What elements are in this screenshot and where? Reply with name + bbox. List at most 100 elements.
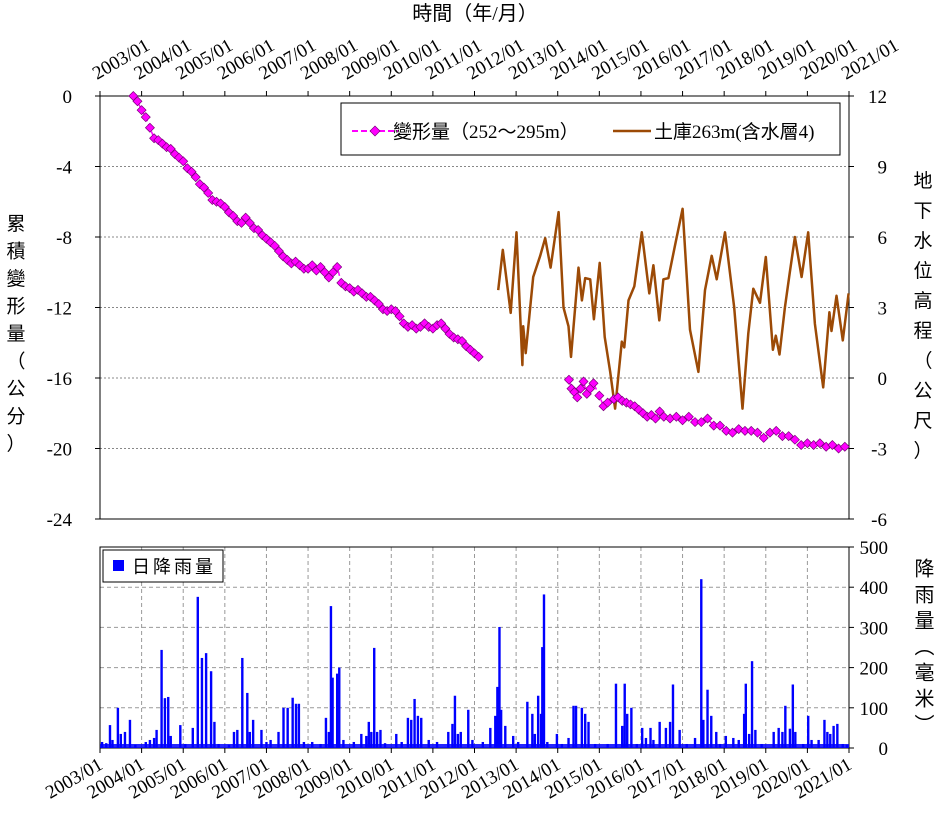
rain-bar [167,696,170,748]
axis-title-char: 分 [6,406,25,428]
deformation-point [629,401,640,412]
rain-bar [715,731,718,748]
deformation-point [650,413,661,424]
axis-title-char: 高 [913,290,932,312]
rain-bar [536,695,540,748]
left-y-tick-label: -20 [47,440,72,461]
rain-bar [496,686,499,748]
rain-bar [260,729,263,748]
vertical-axis-titles: 累積變形量 （ 公分 ） 地下水位高程 （ 公尺 ） [6,170,932,462]
axis-title-char: 位 [913,260,932,282]
deformation-point [633,404,644,415]
rain-baseline [100,744,849,748]
rain-bar [251,719,255,748]
deformation-point [169,149,180,160]
axis-title-char: 下 [913,201,932,222]
right-y-tick-label: -6 [871,510,887,531]
rain-bar [459,731,462,748]
axis-title-char: 公 [913,381,932,402]
rain-bar [365,735,368,748]
deformation-point [646,410,657,421]
rain-bar [693,737,697,748]
rain-bar [791,684,795,748]
rain-bar [574,705,578,748]
axis-title-char: （ [913,350,932,372]
rain-bar [664,727,668,748]
rain-bar [331,677,334,748]
deformation-point [658,411,669,422]
deformation-point [594,390,605,401]
rain-bar [542,594,546,748]
left-y-tick-label: -4 [56,158,72,179]
rain-bar [504,725,507,748]
rain-bar [788,728,792,748]
rain-y-tick-label: 500 [860,538,889,559]
rain-bar [511,735,515,748]
rain-bar [155,729,158,748]
axis-title-char: 累 [6,214,25,235]
deformation-point [278,251,289,262]
deformation-point [771,425,782,436]
deformation-point [473,351,484,362]
deformation-point [683,411,694,422]
deformation-point [282,254,293,265]
rain-bar [248,731,251,748]
rain-bar [832,725,835,748]
rain-bar [640,727,644,748]
rain-bar [324,717,328,748]
deformation-series [128,91,850,454]
rain-bar [580,707,584,748]
rain-bar [370,731,373,748]
rain-bar [291,697,294,748]
rain-bar [467,709,470,748]
rain-bar [572,705,575,748]
deformation-point [715,420,726,431]
rain-bar [246,692,249,748]
deformation-point [746,425,757,436]
rain-bar [277,731,280,748]
right-y-tick-label: 9 [878,158,888,179]
deformation-point [257,230,268,241]
deformation-point [394,311,405,322]
deformation-point [352,284,363,295]
deformation-point [814,438,825,449]
rain-bar [395,733,398,748]
deformation-point [136,105,147,116]
rain-bar [567,737,570,748]
deformation-point [140,112,151,123]
rain-bar [587,721,590,748]
rain-bar [533,733,537,748]
rain-bar [200,657,204,748]
left-y-axis-title: 累積變形量 （ 公分 ） [6,214,25,455]
rain-bar [623,683,626,748]
rain-bar [700,579,703,748]
rain-bar [327,731,331,748]
deformation-point [178,156,189,167]
rain-bar [413,698,416,748]
left-y-tick-label: -8 [56,228,72,249]
rain-bar [498,626,501,748]
rain-bar [152,737,156,748]
axis-ticks [95,91,854,753]
rain-bar [342,739,345,748]
top-legend: 變形量（252～295m） 土庫263m(含水層4) [340,102,841,156]
rain-bar [179,725,182,748]
axis-title-char: 公 [6,379,25,400]
rain-bar [658,721,661,748]
rain-y-tick-label: 200 [860,659,889,680]
rain-y-tick-label: 0 [879,739,889,760]
legend-groundwater-label: 土庫263m(含水層4) [654,121,814,143]
rain-bar [456,733,460,748]
deformation-point [461,341,472,352]
left-y-tick-label: -16 [47,369,72,390]
rain-bar [531,713,534,748]
axis-title-char: ） [6,433,25,455]
axis-title-char: 尺 [913,411,932,432]
deformation-point [758,432,769,443]
right-y-tick-label: 0 [878,369,888,390]
rain-bar [737,739,740,748]
deformation-point [153,135,164,146]
rain-bar [644,737,648,748]
rain-bar [784,705,787,748]
